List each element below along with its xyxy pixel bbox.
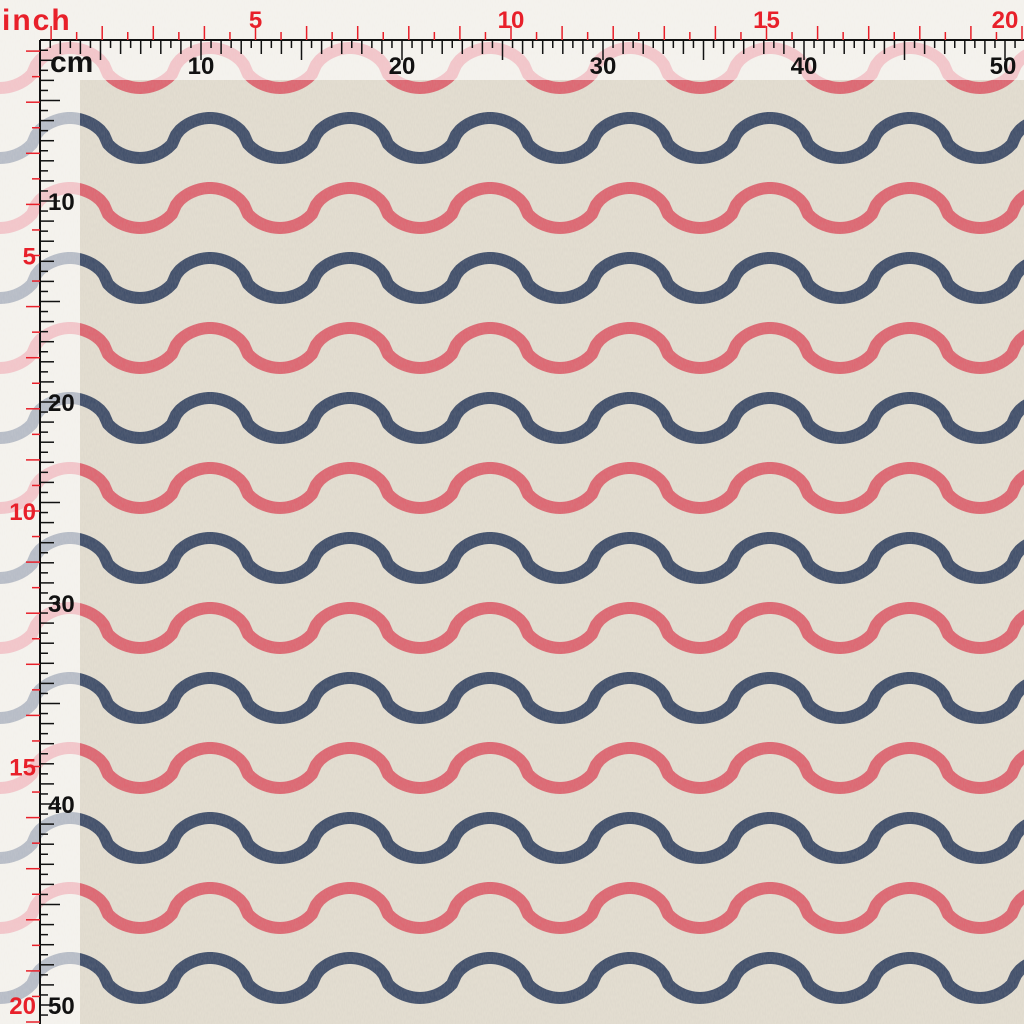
cm-label: 20: [389, 53, 416, 80]
cm-label: 50: [48, 993, 75, 1020]
inch-label: 5: [23, 244, 36, 271]
inch-label: 15: [753, 7, 780, 34]
inch-label: 10: [9, 499, 36, 526]
inch-label: 20: [9, 993, 36, 1020]
inch-unit-label: inch: [2, 4, 72, 37]
inch-label: 10: [498, 7, 525, 34]
cm-unit-label: cm: [50, 46, 93, 79]
cm-label: 40: [791, 53, 818, 80]
cm-label: 10: [188, 53, 215, 80]
cm-label: 20: [48, 390, 75, 417]
cm-label: 50: [990, 53, 1017, 80]
inch-label: 5: [249, 7, 262, 34]
cm-label: 30: [48, 591, 75, 618]
cm-label: 10: [48, 189, 75, 216]
inch-label: 15: [9, 755, 36, 782]
cm-label: 40: [48, 792, 75, 819]
cm-label: 30: [590, 53, 617, 80]
inch-label: 20: [992, 7, 1019, 34]
ruler: inch cm 5 10 15 20 10 20 30 40 50 10 20 30 40 50 5 10 15…: [2, 4, 1024, 1024]
